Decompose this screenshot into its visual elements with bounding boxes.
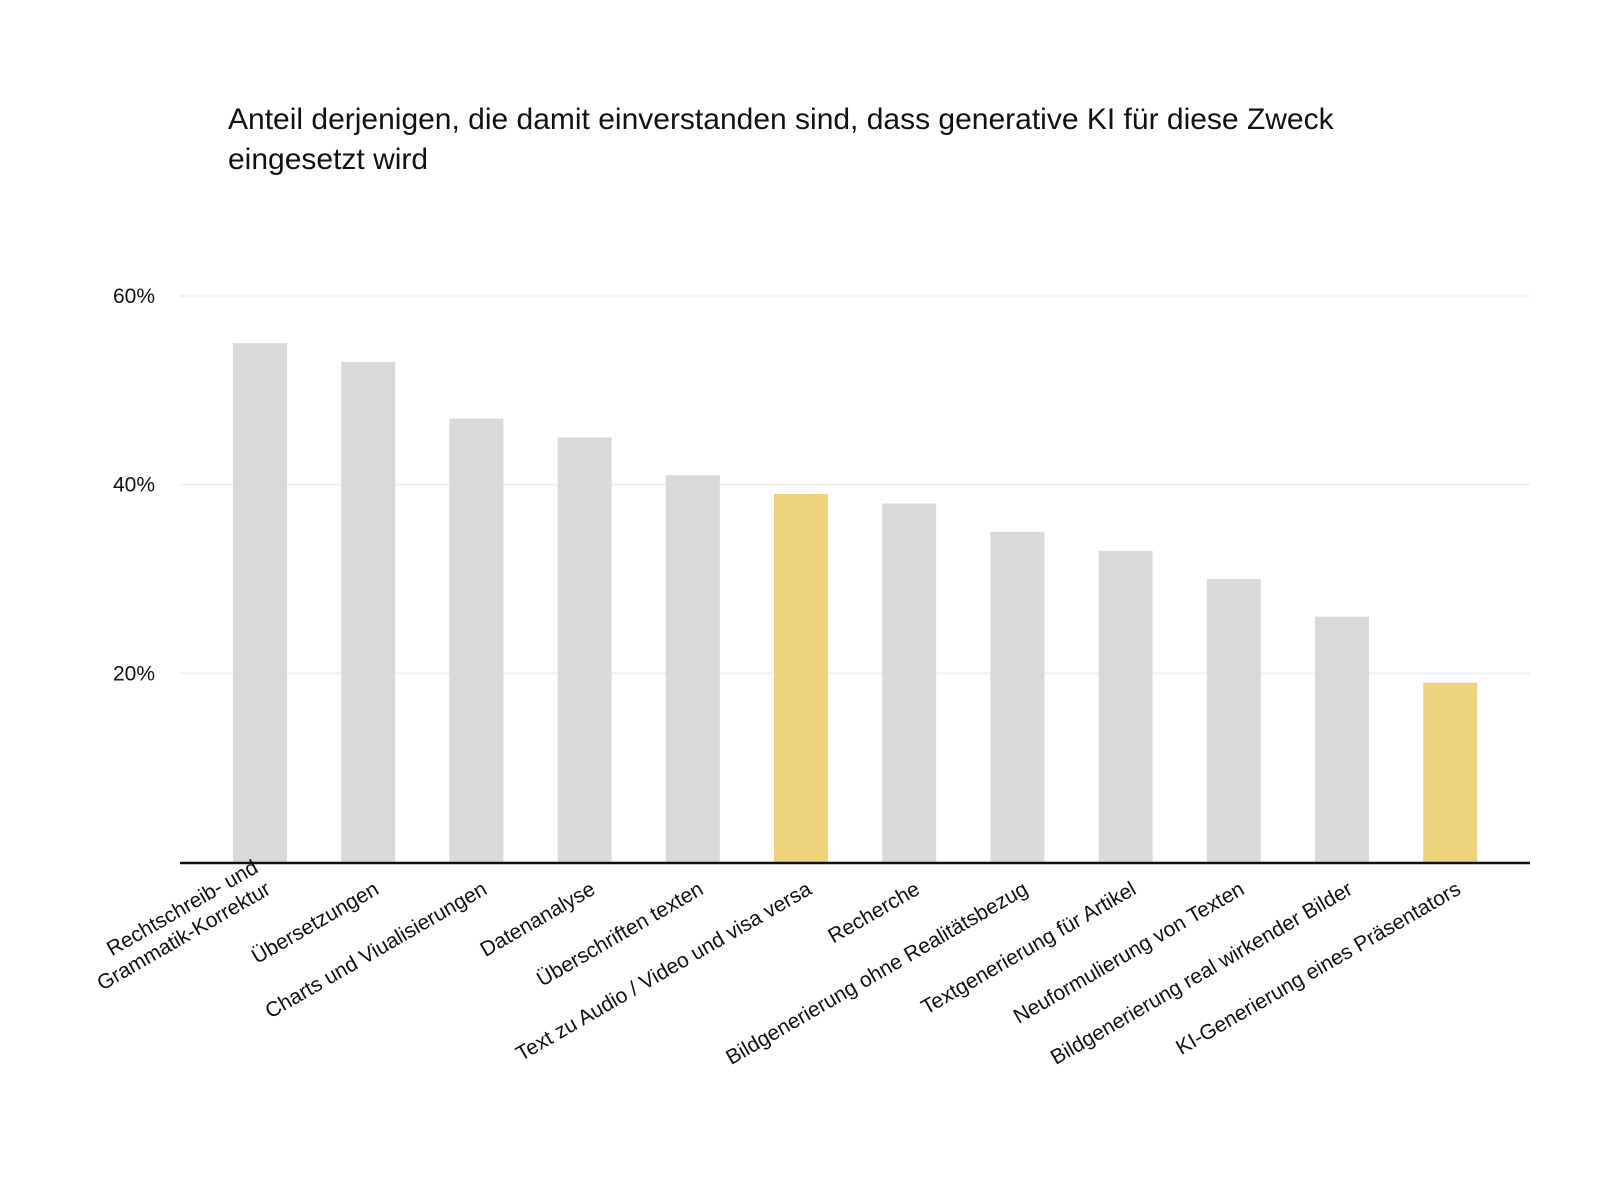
y-axis-ticks: 20% 40% 60% xyxy=(113,285,155,685)
grid-lines xyxy=(180,295,1530,675)
bar xyxy=(665,475,720,862)
bar xyxy=(990,531,1045,862)
bar xyxy=(1315,616,1369,862)
y-tick-label: 20% xyxy=(113,662,155,685)
bar xyxy=(1098,550,1153,862)
chart-title: Anteil derjenigen, die damit einverstand… xyxy=(228,103,1334,176)
bar xyxy=(774,494,828,862)
bar xyxy=(341,362,396,862)
bar xyxy=(1423,682,1478,862)
bars xyxy=(233,343,1478,863)
x-axis-labels: Rechtschreib- undGrammatik-KorrekturÜber… xyxy=(81,856,1464,1070)
x-tick-label: Rechtschreib- undGrammatik-Korrektur xyxy=(81,856,275,996)
bar xyxy=(449,418,504,862)
y-tick-label: 60% xyxy=(113,285,155,308)
bar xyxy=(233,343,287,863)
bar xyxy=(882,503,937,862)
x-tick-label: Recherche xyxy=(824,877,923,948)
bar xyxy=(557,437,612,862)
bar xyxy=(1206,579,1261,862)
y-tick-label: 40% xyxy=(113,474,155,497)
